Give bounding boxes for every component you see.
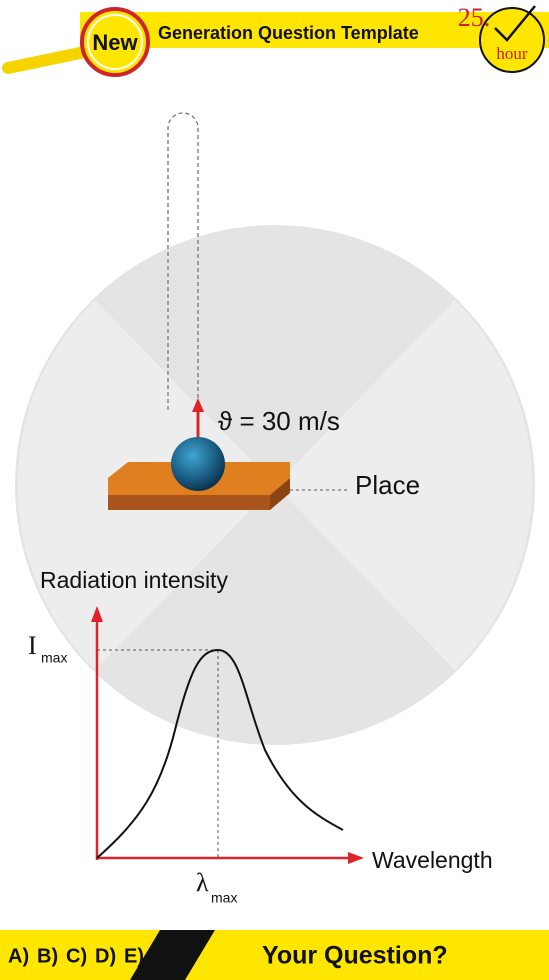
surface-label: Place [355,470,420,500]
header-title: Generation Question Template [158,23,419,43]
velocity-label: ϑ = 30 m/s [218,406,340,436]
answer-option: D) [95,945,116,967]
peak-x-symbol: λ [196,868,209,897]
answer-option: B) [37,945,58,967]
header: New Generation Question Template 25. hou… [2,3,549,77]
peak-y-symbol: I [28,631,37,660]
answer-option: A) [8,945,29,967]
footer: A) B) C) D) E) Your Question? [0,930,549,980]
peak-y-subscript: max [41,650,67,666]
badge: New [92,30,138,55]
clock-number: 25. [458,3,491,32]
answer-option: E) [124,945,144,967]
radiation-graph: Radiation intensity I max λ max Waveleng… [28,567,493,906]
x-axis-label: Wavelength [372,847,493,873]
footer-prompt: Your Question? [262,942,448,970]
motion-diagram: ϑ = 30 m/s Place [108,112,420,510]
peak-x-subscript: max [211,890,237,906]
answer-option: C) [66,945,87,967]
y-axis-label: Radiation intensity [40,567,228,593]
clock-unit: hour [496,44,528,63]
